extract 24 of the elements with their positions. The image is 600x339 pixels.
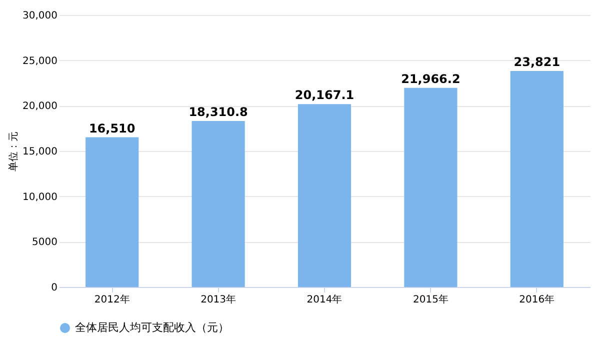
y-axis-title: 单位：元 [8,132,20,172]
y-tick-label: 15,000 [22,146,58,158]
legend-label: 全体居民人均可支配收入（元） [75,321,229,334]
y-tick-label: 30,000 [22,10,58,22]
bar [510,71,564,287]
y-tick-label: 20,000 [22,101,58,112]
data-label: 20,167.1 [294,88,354,102]
data-label: 23,821 [514,55,560,70]
bar [298,104,352,287]
data-label: 18,310.8 [188,104,248,119]
x-tick-label: 2012年 [94,294,130,306]
y-tick-label: 0 [51,282,58,294]
bar [86,137,139,287]
data-label: 21,966.2 [401,72,460,86]
y-tick-label: 25,000 [22,56,58,67]
y-tick-label: 10,000 [22,192,58,203]
y-tick-label: 5000 [32,237,58,248]
bar [192,120,245,287]
x-tick-label: 2014年 [306,294,342,306]
x-tick-label: 2016年 [519,294,555,306]
data-label: 16,510 [88,121,136,136]
x-tick-label: 2015年 [412,294,448,306]
x-tick-label: 2013年 [200,294,236,306]
bar [404,88,458,287]
